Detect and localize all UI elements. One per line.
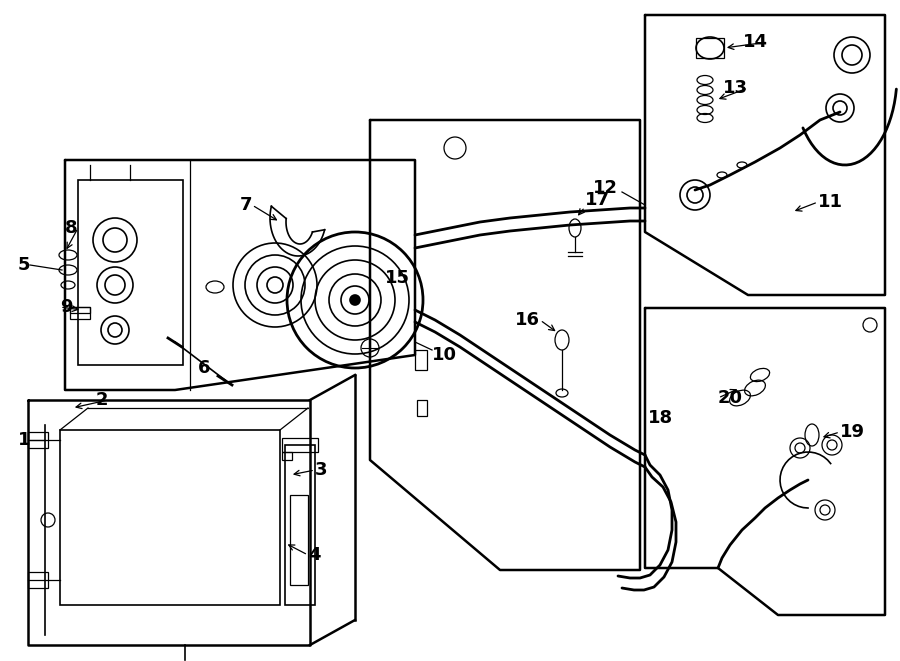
Bar bbox=[290, 495, 308, 585]
Bar bbox=[70, 307, 90, 319]
Text: 15: 15 bbox=[385, 269, 410, 287]
Bar bbox=[282, 452, 292, 460]
Text: 8: 8 bbox=[66, 219, 78, 237]
Text: 18: 18 bbox=[648, 409, 673, 427]
Text: 9: 9 bbox=[60, 298, 73, 316]
Bar bbox=[70, 307, 90, 313]
Bar bbox=[415, 350, 427, 370]
Bar bbox=[28, 572, 48, 588]
Text: 5: 5 bbox=[18, 256, 31, 274]
Bar bbox=[696, 38, 724, 58]
Bar bbox=[417, 400, 427, 416]
Bar bbox=[28, 432, 48, 448]
Text: 4: 4 bbox=[308, 546, 320, 564]
Text: 3: 3 bbox=[315, 461, 328, 479]
Text: 2: 2 bbox=[95, 391, 108, 409]
Circle shape bbox=[350, 295, 360, 305]
Bar bbox=[78, 180, 183, 365]
Text: 1: 1 bbox=[18, 431, 31, 449]
Text: 14: 14 bbox=[743, 33, 768, 51]
Text: 19: 19 bbox=[840, 423, 865, 441]
Text: 6: 6 bbox=[198, 359, 211, 377]
Text: 11: 11 bbox=[818, 193, 843, 211]
Text: 12: 12 bbox=[593, 179, 618, 197]
Bar bbox=[285, 445, 315, 605]
Text: 10: 10 bbox=[432, 346, 457, 364]
Text: 7: 7 bbox=[239, 196, 252, 214]
Text: 20: 20 bbox=[718, 389, 743, 407]
Text: 16: 16 bbox=[515, 311, 540, 329]
Bar bbox=[60, 430, 280, 605]
Bar bbox=[282, 438, 318, 452]
Text: 13: 13 bbox=[723, 79, 748, 97]
Text: 17: 17 bbox=[585, 191, 610, 209]
